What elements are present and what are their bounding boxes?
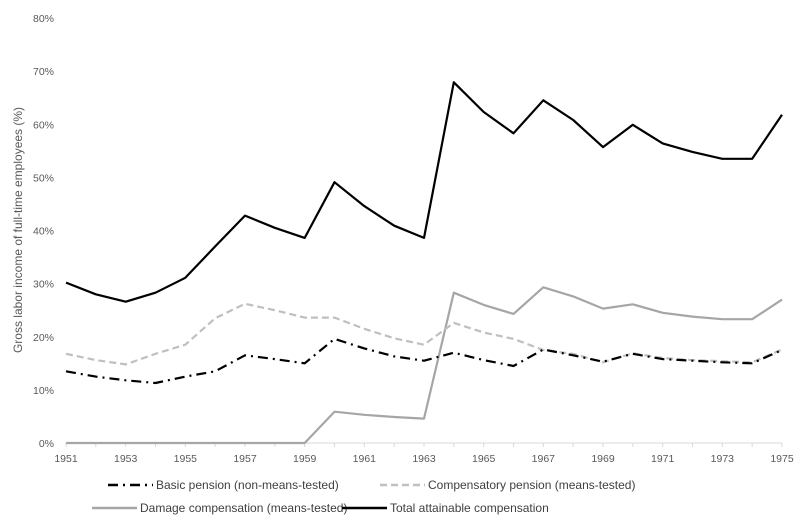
- series-line: [65, 302, 783, 366]
- series-line: [65, 337, 783, 385]
- x-tick-label: 1965: [472, 453, 496, 465]
- x-tick-label: 1973: [711, 453, 735, 465]
- x-tick-label: 1967: [532, 453, 556, 465]
- y-tick-label: 80%: [33, 13, 54, 25]
- y-tick-label: 40%: [33, 226, 54, 238]
- legend: Basic pension (non-means-tested) Compensa…: [92, 478, 635, 515]
- y-tick-label: 50%: [33, 172, 54, 184]
- x-tick-label: 1961: [353, 453, 377, 465]
- x-tick-label: 1959: [293, 453, 317, 465]
- x-tick-label: 1975: [770, 453, 794, 465]
- y-tick-label: 70%: [33, 66, 54, 78]
- x-tick-label: 1963: [412, 453, 436, 465]
- y-axis-title: Gross labor income of full-time employee…: [11, 107, 25, 353]
- x-tick-label: 1955: [174, 453, 198, 465]
- x-tick-label: 1969: [591, 453, 615, 465]
- legend-label: Total attainable compensation: [390, 501, 549, 515]
- x-tick-label: 1951: [54, 453, 78, 465]
- x-tick-label: 1957: [233, 453, 257, 465]
- series-line: [65, 81, 783, 303]
- series-lines: [65, 81, 783, 445]
- y-axis-ticks: 0% 10% 20% 30% 40% 50% 60% 70% 80%: [33, 13, 54, 450]
- x-axis-ticks: 1951 1953 1955 1957 1959 1961 1963 1965 1967 1969…: [54, 443, 794, 465]
- x-tick-label: 1971: [651, 453, 675, 465]
- y-tick-label: 10%: [33, 385, 54, 397]
- legend-label: Damage compensation (means-tested): [140, 501, 347, 515]
- y-tick-label: 30%: [33, 279, 54, 291]
- legend-label: Basic pension (non-means-tested): [156, 478, 339, 492]
- y-tick-label: 60%: [33, 119, 54, 131]
- series-line: [66, 286, 783, 445]
- y-tick-label: 20%: [33, 332, 54, 344]
- y-tick-label: 0%: [39, 438, 54, 450]
- x-tick-label: 1953: [114, 453, 138, 465]
- legend-label: Compensatory pension (means-tested): [428, 478, 635, 492]
